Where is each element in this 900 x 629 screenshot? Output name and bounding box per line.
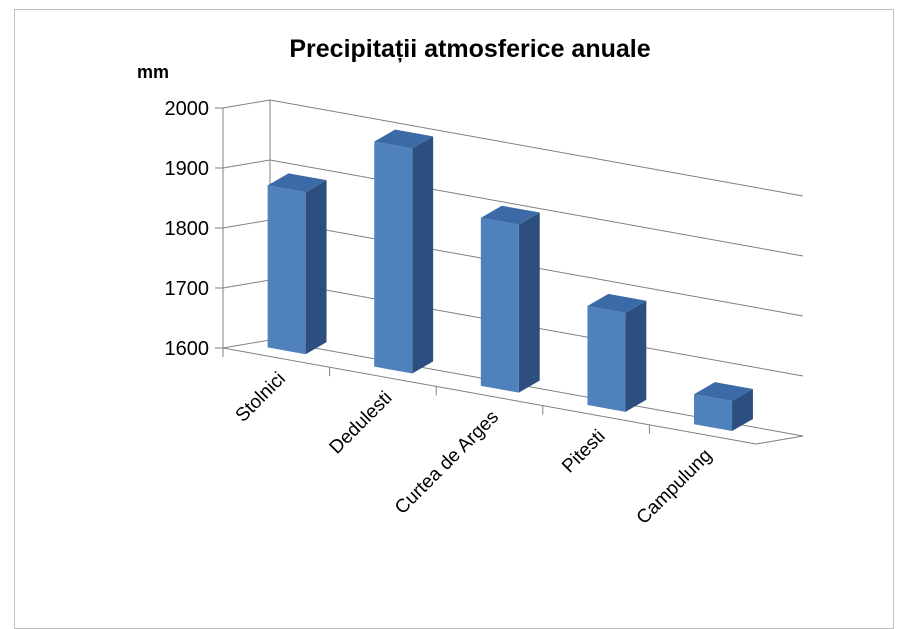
bar [374, 129, 434, 374]
bar-front [267, 185, 306, 355]
bar-front [694, 394, 733, 432]
bar-top [374, 129, 434, 149]
x-category-label: Campulung [633, 445, 717, 529]
bar [480, 205, 540, 393]
bar-side [305, 180, 327, 355]
bars [267, 129, 753, 432]
bar [587, 293, 647, 412]
x-axis [222, 347, 757, 445]
y-tick-label: 1900 [165, 158, 210, 180]
x-category-label: Curtea de Arges [391, 407, 503, 519]
y-tick-label: 2000 [165, 98, 210, 120]
y-tick-label: 1600 [165, 338, 210, 360]
x-category-label: Stolnici [232, 368, 290, 426]
bar-front [374, 141, 413, 374]
bar-top [587, 293, 647, 313]
axes [215, 100, 804, 445]
chart-title: Precipitații atmosferice anuale [289, 35, 650, 63]
bar-front [480, 217, 519, 393]
bar-side [625, 300, 647, 412]
floor-right-edge [755, 435, 804, 445]
bar-side [518, 212, 540, 393]
bar [267, 173, 327, 355]
chart-area [14, 9, 894, 629]
bar [694, 382, 753, 432]
x-category-label: Pitesti [558, 426, 609, 477]
bar-top [480, 205, 540, 225]
x-category-label: Dedulesti [326, 387, 397, 458]
chart-svg: 1600 1700 1800 1900 2000 Stolnici DedulestiCur… [137, 35, 804, 529]
bar-front [587, 306, 626, 412]
bar-top [694, 382, 753, 402]
y-axis-unit: mm [137, 62, 169, 82]
bar-side [412, 136, 434, 374]
bar-side [732, 388, 753, 432]
bar-top [267, 173, 327, 193]
y-tick-label: 1700 [165, 278, 210, 300]
y-tick-label: 1800 [165, 218, 210, 240]
